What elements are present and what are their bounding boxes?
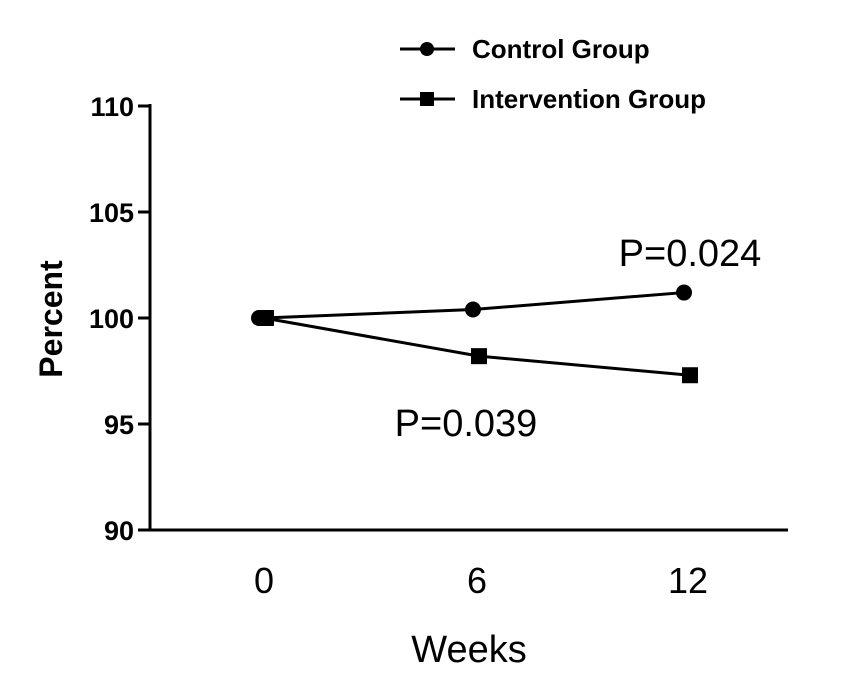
- data-point-control: [676, 284, 692, 301]
- legend-label-control: Control Group: [472, 34, 650, 64]
- legend-marker-circle: [420, 42, 434, 56]
- y-tick-label: 110: [90, 92, 134, 122]
- data-point-intervention: [471, 348, 487, 365]
- data-point-control: [465, 301, 481, 318]
- x-tick-label: 12: [668, 560, 708, 601]
- series-layer: [251, 284, 698, 384]
- x-axis-label: Weeks: [411, 629, 526, 671]
- y-tick-label: 100: [89, 304, 134, 334]
- data-point-intervention: [682, 367, 698, 384]
- annotation-layer: P=0.024 P=0.039: [395, 233, 762, 445]
- x-tick-label: 6: [467, 560, 487, 601]
- series-line-intervention: [263, 316, 691, 377]
- legend-label-intervention: Intervention Group: [472, 84, 706, 114]
- legend-marker-square: [420, 92, 434, 106]
- axes: 90 95 100 105 110 0 6 12: [89, 92, 788, 601]
- data-point-intervention: [258, 310, 274, 326]
- y-tick-label: 95: [104, 410, 134, 440]
- p-value-control: P=0.024: [619, 233, 762, 275]
- legend: Control Group Intervention Group: [400, 34, 706, 114]
- p-value-intervention: P=0.039: [395, 403, 538, 445]
- y-tick-label: 105: [89, 198, 134, 228]
- legend-entry-control: Control Group: [400, 34, 650, 64]
- y-axis-label: Percent: [33, 260, 69, 378]
- legend-entry-intervention: Intervention Group: [400, 84, 706, 114]
- x-tick-label: 0: [254, 560, 274, 601]
- y-tick-label: 90: [104, 516, 134, 546]
